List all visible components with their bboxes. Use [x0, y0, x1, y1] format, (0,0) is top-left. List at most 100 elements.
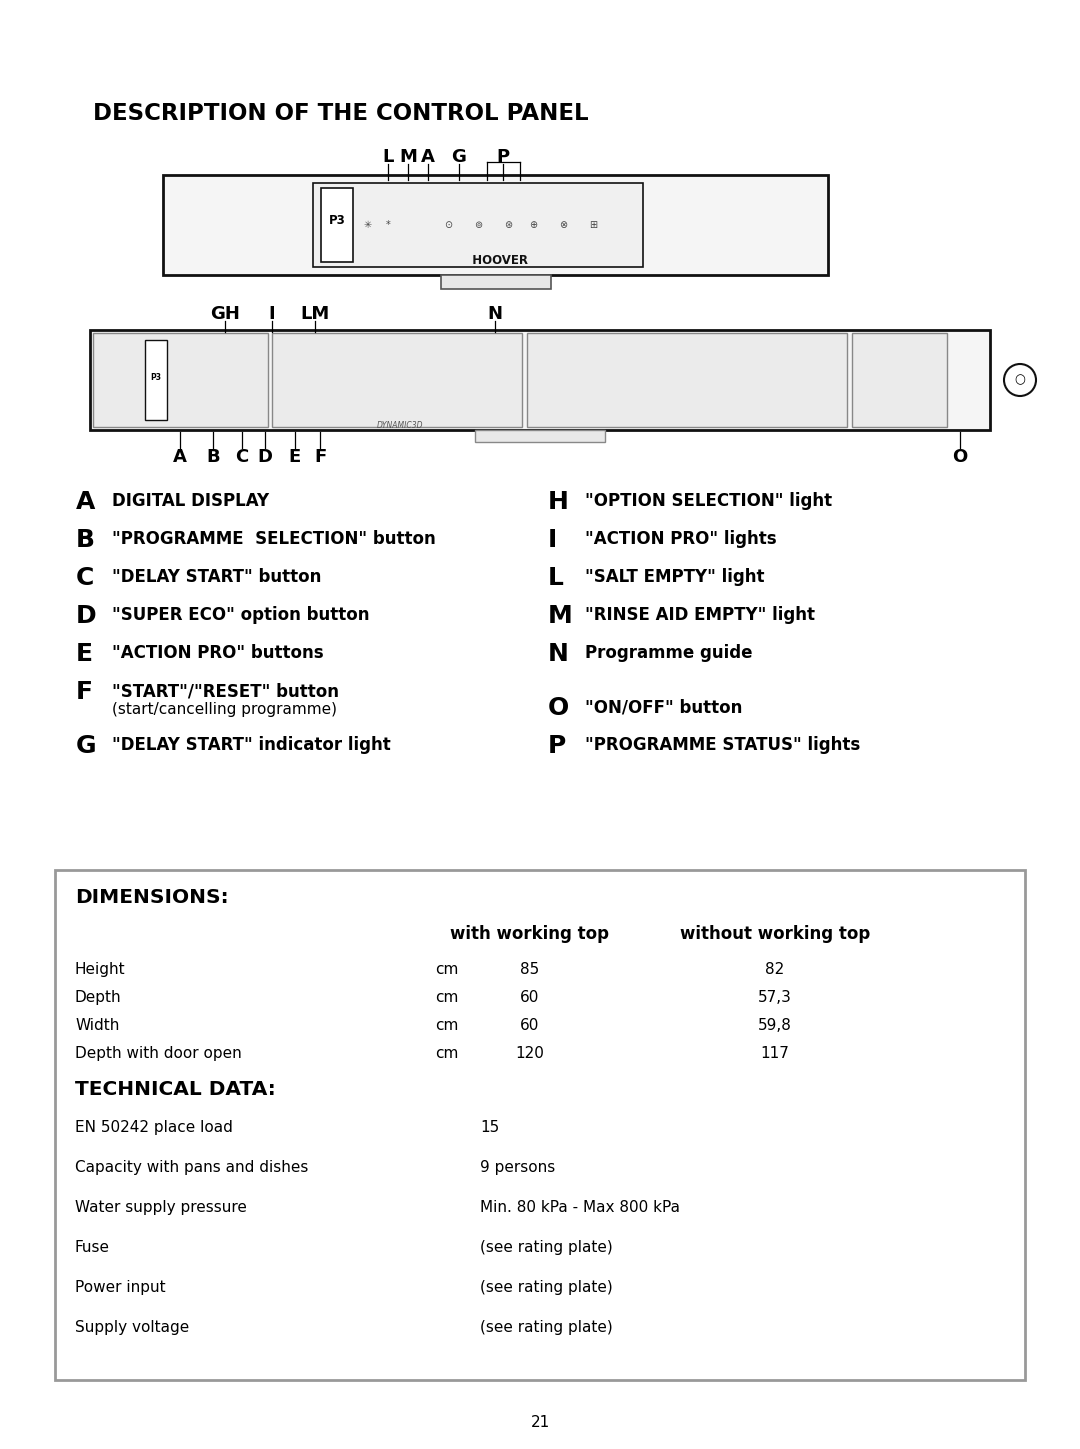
Text: ⊙: ⊙: [444, 220, 453, 230]
Text: cm: cm: [435, 990, 458, 1006]
Text: ⊕: ⊕: [529, 220, 537, 230]
Text: C: C: [235, 448, 248, 467]
Text: Depth: Depth: [75, 990, 122, 1006]
Text: E: E: [288, 448, 301, 467]
Text: DYNAMIC3D: DYNAMIC3D: [377, 422, 423, 430]
Text: "ACTION PRO" buttons: "ACTION PRO" buttons: [112, 643, 324, 662]
Text: I: I: [269, 304, 275, 323]
Text: GH: GH: [211, 304, 240, 323]
Text: Width: Width: [75, 1019, 120, 1033]
Text: Supply voltage: Supply voltage: [75, 1320, 189, 1335]
Text: P: P: [548, 735, 566, 758]
Text: F: F: [76, 680, 93, 704]
Bar: [90, 330, 990, 430]
Text: D: D: [76, 604, 96, 627]
Text: 85: 85: [521, 962, 540, 977]
Text: L: L: [382, 148, 394, 167]
Text: Programme guide: Programme guide: [585, 643, 753, 662]
Text: 117: 117: [760, 1046, 789, 1061]
Text: DIGITAL DISPLAY: DIGITAL DISPLAY: [112, 493, 269, 510]
Circle shape: [1004, 364, 1036, 396]
Text: "ON/OFF" button: "ON/OFF" button: [585, 698, 742, 716]
Text: ⊛: ⊛: [504, 220, 512, 230]
Text: D: D: [257, 448, 272, 467]
Bar: [527, 333, 847, 427]
Text: M: M: [400, 148, 417, 167]
Text: G: G: [451, 148, 467, 167]
Text: with working top: with working top: [450, 924, 609, 943]
Bar: [145, 341, 167, 420]
Text: (see rating plate): (see rating plate): [480, 1320, 612, 1335]
Text: *: *: [386, 220, 390, 230]
Text: 60: 60: [521, 1019, 540, 1033]
Text: EN 50242 place load: EN 50242 place load: [75, 1120, 233, 1135]
Bar: [441, 275, 551, 288]
Text: ○: ○: [1014, 374, 1025, 387]
Text: 120: 120: [515, 1046, 544, 1061]
Text: O: O: [953, 448, 968, 467]
Text: Capacity with pans and dishes: Capacity with pans and dishes: [75, 1161, 309, 1175]
Text: HOOVER: HOOVER: [463, 255, 527, 268]
Text: (see rating plate): (see rating plate): [480, 1279, 612, 1295]
Bar: [852, 333, 947, 427]
Text: ⊚: ⊚: [474, 220, 482, 230]
Bar: [272, 333, 522, 427]
Text: Min. 80 kPa - Max 800 kPa: Min. 80 kPa - Max 800 kPa: [480, 1200, 680, 1216]
Text: N: N: [487, 304, 502, 323]
Text: "SALT EMPTY" light: "SALT EMPTY" light: [585, 568, 765, 585]
Text: "PROGRAMME  SELECTION" button: "PROGRAMME SELECTION" button: [112, 530, 435, 548]
Text: F: F: [314, 448, 326, 467]
Text: 21: 21: [530, 1416, 550, 1430]
Text: 82: 82: [766, 962, 785, 977]
Bar: [313, 183, 643, 267]
Text: ✳: ✳: [364, 220, 373, 230]
Text: cm: cm: [435, 1019, 458, 1033]
Text: ⊗: ⊗: [559, 220, 567, 230]
Text: 9 persons: 9 persons: [480, 1161, 555, 1175]
Text: P3: P3: [328, 214, 346, 227]
Text: "START"/"RESET" button: "START"/"RESET" button: [112, 682, 339, 700]
Text: M: M: [548, 604, 572, 627]
Text: L: L: [548, 567, 564, 590]
Text: TECHNICAL DATA:: TECHNICAL DATA:: [75, 1080, 275, 1098]
Text: B: B: [206, 448, 220, 467]
Text: Water supply pressure: Water supply pressure: [75, 1200, 247, 1216]
Text: "DELAY START" button: "DELAY START" button: [112, 568, 322, 585]
Text: E: E: [76, 642, 93, 667]
Text: "DELAY START" indicator light: "DELAY START" indicator light: [112, 736, 391, 753]
Text: LM: LM: [300, 304, 329, 323]
Text: ⊞: ⊞: [589, 220, 597, 230]
Text: "RINSE AID EMPTY" light: "RINSE AID EMPTY" light: [585, 606, 815, 625]
Text: P: P: [497, 148, 510, 167]
Text: cm: cm: [435, 962, 458, 977]
Text: "OPTION SELECTION" light: "OPTION SELECTION" light: [585, 493, 832, 510]
Text: "ACTION PRO" lights: "ACTION PRO" lights: [585, 530, 777, 548]
Text: A: A: [76, 490, 95, 514]
Text: Height: Height: [75, 962, 125, 977]
Text: (start/cancelling programme): (start/cancelling programme): [112, 701, 337, 717]
Text: N: N: [548, 642, 569, 667]
Text: A: A: [173, 448, 187, 467]
Bar: [163, 175, 828, 275]
Text: H: H: [548, 490, 569, 514]
Bar: [321, 188, 353, 262]
Text: DESCRIPTION OF THE CONTROL PANEL: DESCRIPTION OF THE CONTROL PANEL: [93, 101, 589, 125]
Text: A: A: [421, 148, 435, 167]
Text: P3: P3: [150, 374, 162, 383]
Text: 57,3: 57,3: [758, 990, 792, 1006]
Bar: [55, 869, 1025, 1379]
Text: 60: 60: [521, 990, 540, 1006]
Text: 59,8: 59,8: [758, 1019, 792, 1033]
Text: DIMENSIONS:: DIMENSIONS:: [75, 888, 229, 907]
Text: Fuse: Fuse: [75, 1240, 110, 1255]
Bar: [475, 430, 605, 442]
Text: I: I: [548, 527, 557, 552]
Text: G: G: [76, 735, 96, 758]
Text: "SUPER ECO" option button: "SUPER ECO" option button: [112, 606, 369, 625]
Text: 15: 15: [480, 1120, 499, 1135]
Text: cm: cm: [435, 1046, 458, 1061]
Text: "PROGRAMME STATUS" lights: "PROGRAMME STATUS" lights: [585, 736, 861, 753]
Text: B: B: [76, 527, 95, 552]
Text: Depth with door open: Depth with door open: [75, 1046, 242, 1061]
Text: C: C: [76, 567, 94, 590]
